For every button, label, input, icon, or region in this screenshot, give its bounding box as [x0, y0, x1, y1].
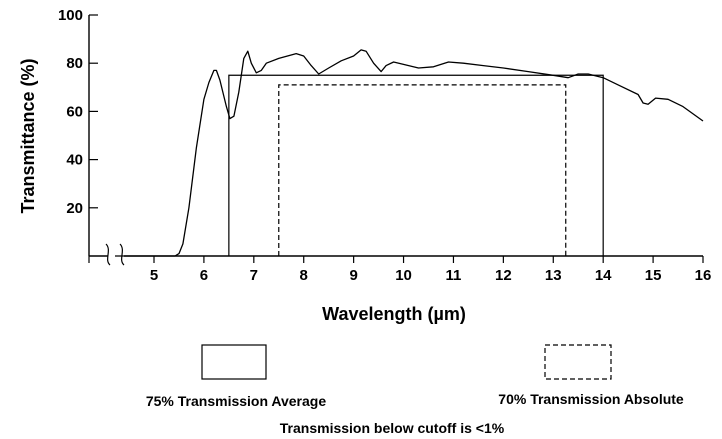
legend: 75% Transmission Average 70% Transmission… — [146, 344, 684, 409]
x-tick-label: 5 — [150, 267, 158, 284]
y-tick-label: 60 — [66, 103, 83, 120]
legend-swatch-dashed — [544, 344, 612, 380]
x-tick-label: 10 — [395, 267, 412, 284]
axis-break-slash — [119, 243, 125, 266]
x-tick-label: 8 — [300, 267, 308, 284]
cutoff-note: Transmission below cutoff is <1% — [280, 420, 505, 436]
legend-label: 70% Transmission Absolute — [498, 391, 684, 407]
y-axis-ticks: 20 40 60 80 100 — [58, 7, 98, 217]
series-group — [115, 49, 704, 257]
legend-swatch-solid — [201, 344, 267, 380]
y-tick-label: 20 — [66, 200, 83, 217]
y-tick-label: 100 — [58, 7, 83, 24]
spec-box-absolute — [278, 84, 567, 256]
x-tick-label: 15 — [645, 267, 662, 284]
x-axis-ticks: 5 6 7 8 9 10 11 12 13 14 15 16 — [88, 256, 712, 284]
x-tick-label: 11 — [446, 267, 462, 284]
x-tick-label: 13 — [545, 267, 562, 284]
x-tick-label: 16 — [695, 267, 712, 284]
x-tick-label: 6 — [200, 267, 208, 284]
x-tick-label: 7 — [250, 267, 258, 284]
y-tick-label: 40 — [66, 152, 83, 169]
x-tick-label: 12 — [495, 267, 512, 284]
x-axis-title: Wavelength (µm) — [322, 304, 466, 324]
spec-box-average — [228, 74, 604, 256]
x-tick-label: 14 — [595, 267, 612, 284]
axis-break-slash — [105, 243, 111, 266]
legend-label: 75% Transmission Average — [146, 393, 326, 409]
y-axis-title: Transmittance (%) — [18, 58, 38, 213]
x-axis-break-marker — [105, 243, 125, 266]
x-tick-label: 9 — [349, 267, 357, 284]
specification-boxes — [228, 74, 604, 256]
transmittance-curve — [115, 49, 704, 257]
y-tick-label: 80 — [66, 55, 83, 72]
